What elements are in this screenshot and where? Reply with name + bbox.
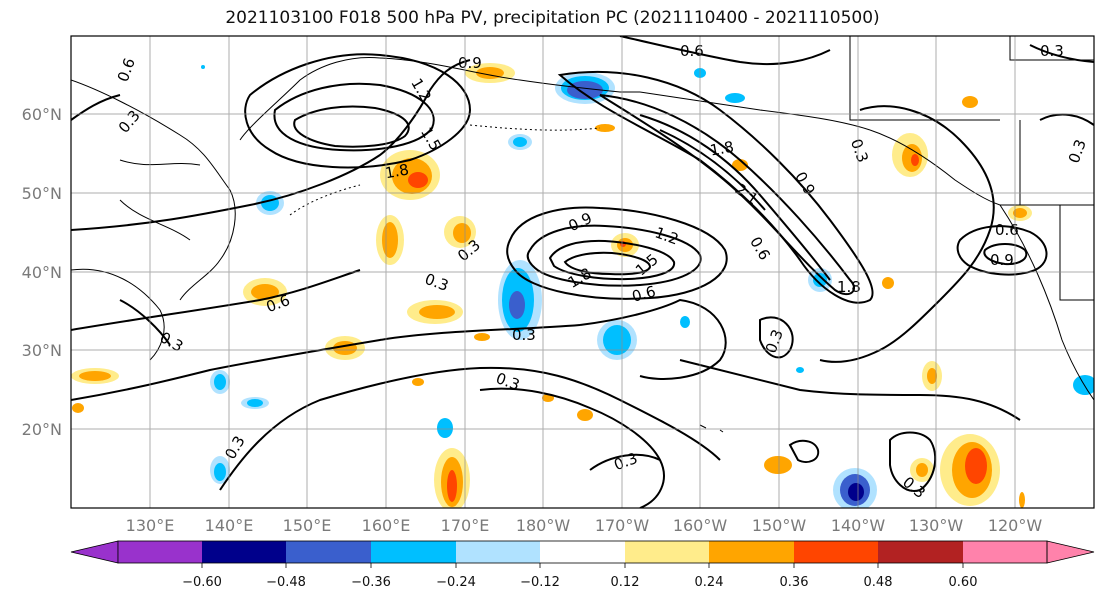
colorbar-segment (456, 541, 540, 563)
lat-label: 60°N (22, 105, 62, 124)
lon-label: 120°W (988, 516, 1043, 535)
precip-negative (201, 65, 1094, 508)
lon-label: 140°E (205, 516, 254, 535)
lon-label: 150°W (752, 516, 807, 535)
lat-labels: 60°N 50°N 40°N 30°N 20°N (22, 105, 62, 439)
colorbar-tick-label: 0.60 (949, 575, 978, 590)
contour-label: 1.8 (384, 160, 411, 182)
colorbar-tick-label: −0.12 (520, 575, 560, 590)
colorbar-tick-label: 0.12 (611, 575, 640, 590)
lon-label: 140°W (831, 516, 886, 535)
coastlines (71, 36, 1094, 433)
lon-label: 180°W (516, 516, 571, 535)
colorbar-tick-label: −0.48 (266, 575, 306, 590)
colorbar-segment (794, 541, 878, 563)
lat-label: 30°N (22, 341, 62, 360)
colorbar-segment (878, 541, 963, 563)
colorbar-frame (117, 540, 1048, 564)
colorbar-tick-label: 0.48 (864, 575, 893, 590)
lon-label: 160°W (673, 516, 728, 535)
colorbar-segment (286, 541, 371, 563)
colorbar-tick-label: −0.24 (436, 575, 476, 590)
contour-label: 0.6 (995, 221, 1019, 239)
colorbar-extend-high (1046, 540, 1095, 564)
lon-label: 130°E (126, 516, 175, 535)
colorbar-tick-label: 0.36 (780, 575, 809, 590)
colorbar-segment (625, 541, 709, 563)
lon-labels: 130°E 140°E 150°E 160°E 170°E 180°W 170°… (126, 516, 1043, 535)
colorbar-segment (963, 541, 1047, 563)
contour-label: 0.6 (630, 282, 658, 306)
contour-label: 0.3 (512, 326, 536, 344)
graticule (71, 36, 1094, 508)
lat-label: 20°N (22, 420, 62, 439)
colorbar-segment (371, 541, 456, 563)
colorbar-segment (540, 541, 625, 563)
lon-label: 170°W (595, 516, 650, 535)
lat-label: 40°N (22, 263, 62, 282)
colorbar-segment (118, 541, 202, 563)
colorbar-tick-label: 0.24 (695, 575, 724, 590)
colorbar-segment (709, 541, 794, 563)
lat-label: 50°N (22, 184, 62, 203)
contour-label: 0.9 (458, 54, 482, 72)
colorbar-ticks: −0.60 −0.48 −0.36 −0.24 −0.12 0.12 0.24 … (182, 575, 977, 590)
colorbar-tick-label: −0.36 (351, 575, 391, 590)
contour-label: 1.8 (837, 278, 861, 296)
contour-label: 0.3 (1040, 42, 1064, 60)
map-title: 2021103100 F018 500 hPa PV, precipitatio… (225, 8, 880, 28)
contour-label: 0.9 (990, 251, 1014, 269)
colorbar-segment (202, 541, 286, 563)
lon-label: 160°E (362, 516, 411, 535)
colorbar (70, 540, 1095, 568)
colorbar-tick-label: −0.60 (182, 575, 222, 590)
colorbar-extend-low (70, 540, 119, 564)
precip-positive (71, 63, 1032, 508)
lon-label: 130°W (909, 516, 964, 535)
lon-label: 150°E (283, 516, 332, 535)
contour-label: 1.8 (709, 138, 736, 160)
lon-label: 170°E (441, 516, 490, 535)
map-frame (70, 35, 1095, 509)
contour-label: 0.6 (680, 42, 704, 60)
